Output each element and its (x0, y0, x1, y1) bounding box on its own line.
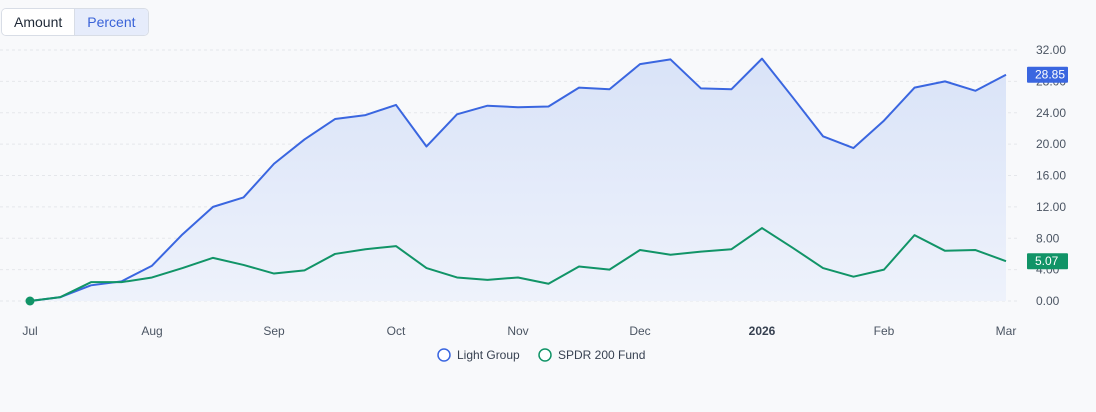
y-tick-label: 8.00 (1036, 231, 1060, 245)
y-tick-label: 32.00 (1036, 43, 1066, 57)
legend-marker-icon (538, 348, 552, 362)
x-tick-label: Oct (387, 324, 406, 338)
x-tick-label: Dec (629, 324, 650, 338)
start-point-marker (25, 296, 35, 306)
last-value-badge: 28.85 (1027, 66, 1068, 83)
x-axis: JulAugSepOctNovDec2026FebMarAprMay (22, 324, 1017, 338)
legend-item[interactable]: Light Group (437, 348, 520, 362)
series-line-light-group (29, 57, 1007, 302)
legend-label: SPDR 200 Fund (558, 348, 645, 362)
y-tick-label: 24.00 (1036, 106, 1066, 120)
last-value-label: 5.07 (1035, 254, 1059, 268)
view-toggle: Amount Percent (1, 8, 149, 36)
x-tick-label: Feb (874, 324, 895, 338)
percent-toggle-button[interactable]: Percent (74, 9, 148, 35)
last-value-label: 28.85 (1035, 68, 1065, 82)
area-fill (30, 58, 1006, 301)
legend-marker-icon (437, 348, 451, 362)
x-tick-label: Jul (22, 324, 37, 338)
amount-toggle-button[interactable]: Amount (2, 9, 75, 35)
legend: Light Group SPDR 200 Fund (437, 348, 645, 362)
x-tick-label: Sep (263, 324, 285, 338)
y-tick-label: 20.00 (1036, 137, 1066, 151)
light-group-area (30, 58, 1006, 301)
y-tick-label: 12.00 (1036, 200, 1066, 214)
y-tick-label: 0.00 (1036, 294, 1060, 308)
x-tick-label: Mar (996, 324, 1017, 338)
series-line-spdr-200-fund (29, 227, 1007, 302)
legend-label: Light Group (457, 348, 520, 362)
x-tick-label: Nov (507, 324, 528, 338)
x-tick-label: 2026 (749, 324, 776, 338)
legend-item[interactable]: SPDR 200 Fund (538, 348, 645, 362)
x-tick-label: Aug (141, 324, 162, 338)
last-value-badges: 28.85 5.07 (1027, 66, 1068, 270)
y-tick-label: 16.00 (1036, 169, 1066, 183)
last-value-badge: 5.07 (1027, 253, 1068, 270)
series-lines (25, 57, 1007, 306)
